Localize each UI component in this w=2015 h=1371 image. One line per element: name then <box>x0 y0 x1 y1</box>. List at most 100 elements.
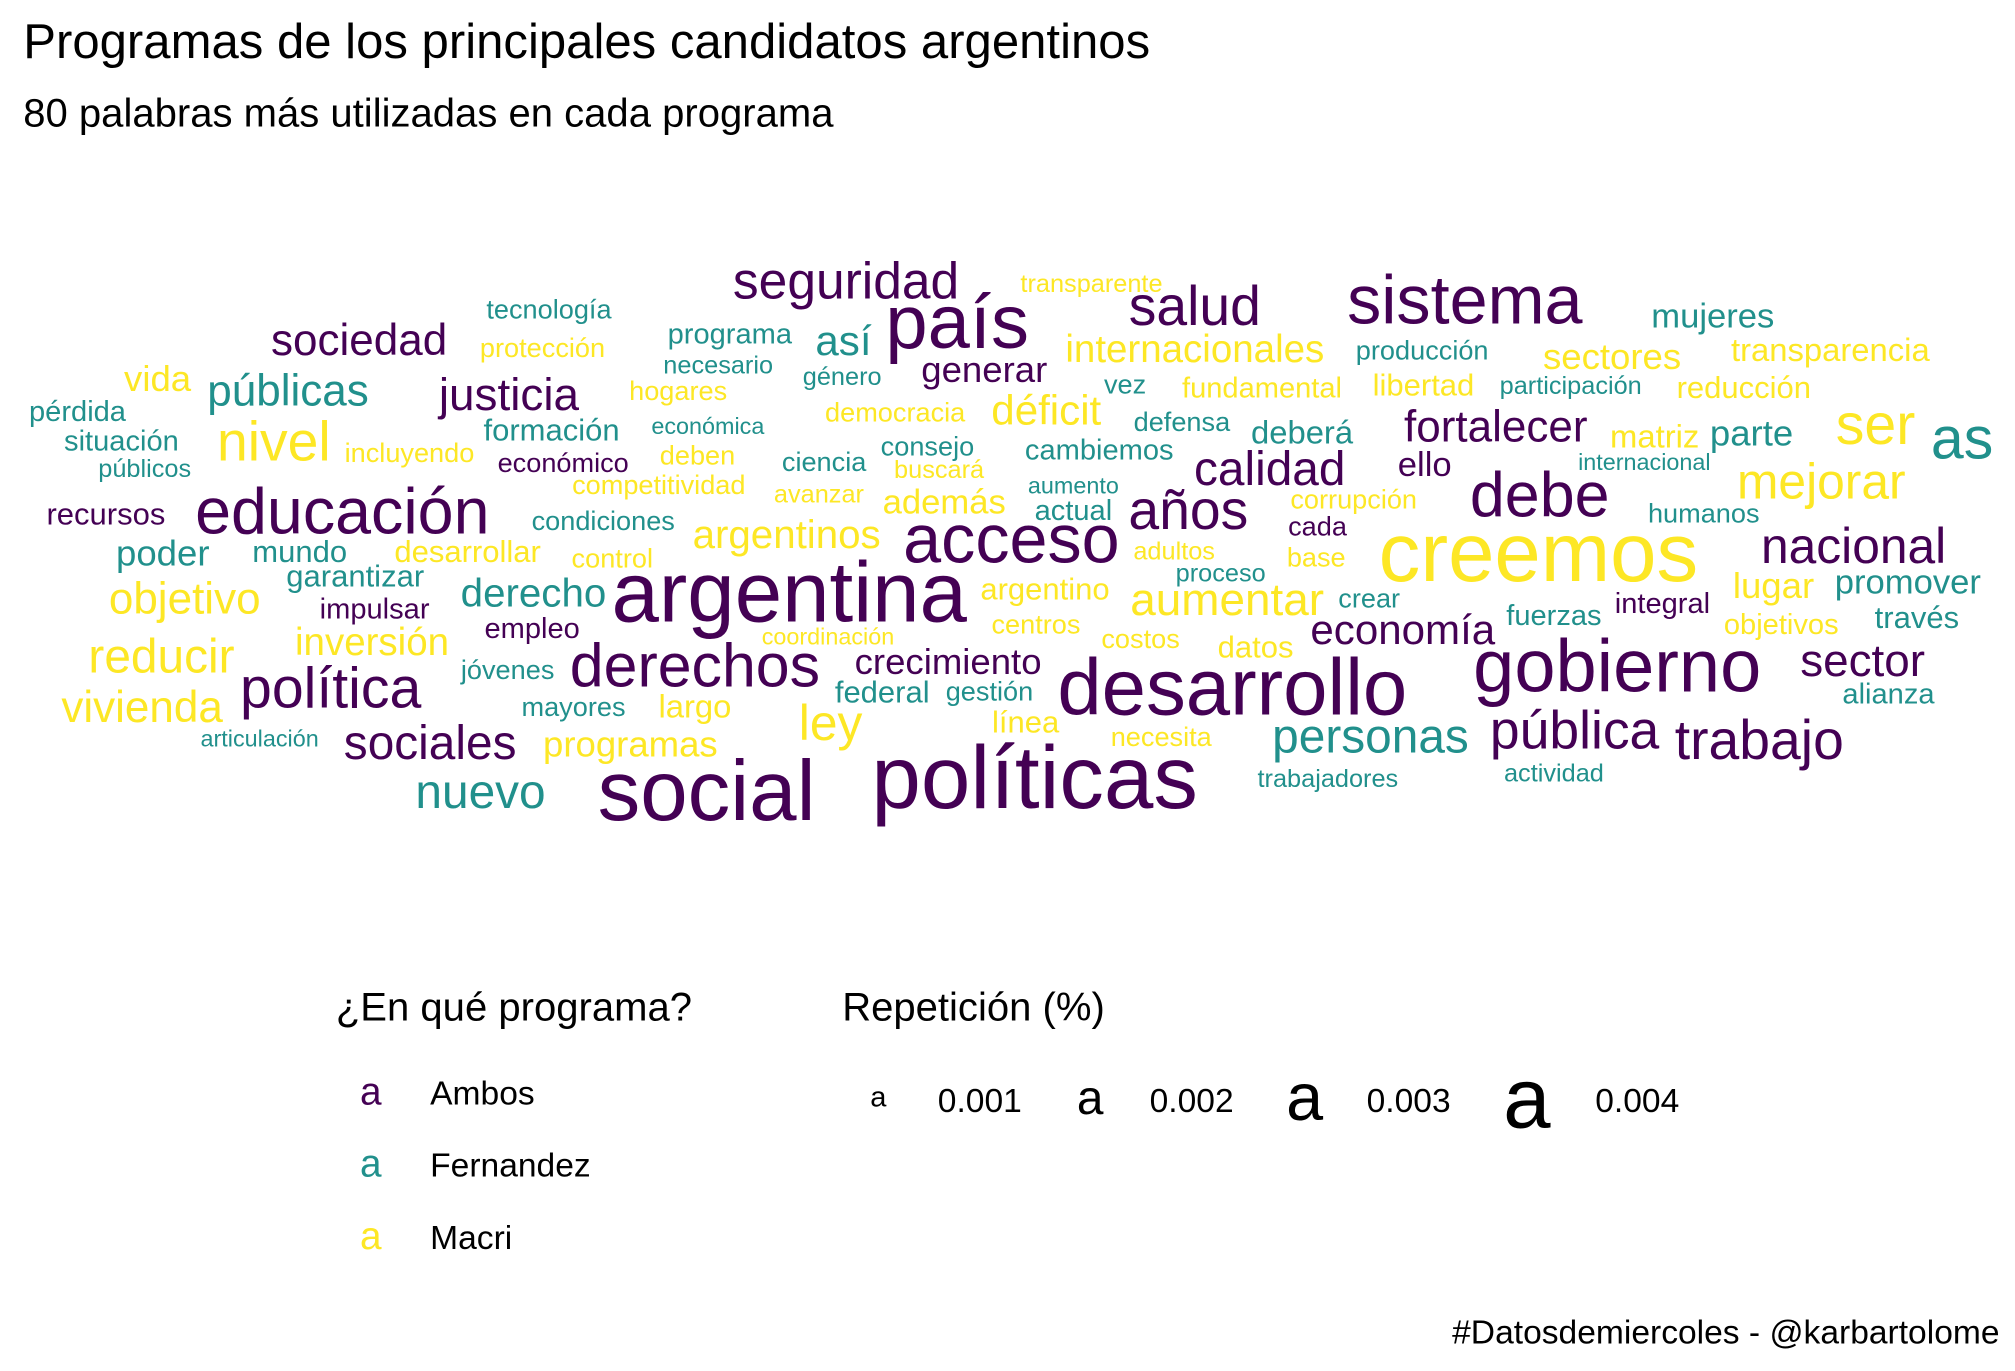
word-71: mundo <box>252 534 348 570</box>
word-107: federal <box>834 675 930 711</box>
word-123: políticas <box>871 727 1198 828</box>
word-72: desarrollar <box>394 534 541 570</box>
word-80: objetivo <box>108 574 261 624</box>
word-75: base <box>1286 543 1346 573</box>
word-35: parte <box>1709 411 1794 454</box>
word-0: seguridad <box>732 253 960 311</box>
word-81: impulsar <box>319 592 430 625</box>
word-119: personas <box>1272 709 1469 763</box>
word-37: as <box>1930 405 1994 472</box>
word-122: social <box>597 742 816 839</box>
word-82: derecho <box>460 570 607 616</box>
word-57: avanzar <box>773 480 864 510</box>
word-2: tecnología <box>486 295 612 325</box>
size-legend-key-1: a <box>1076 1071 1104 1125</box>
word-83: argentina <box>611 543 967 640</box>
word-85: aumentar <box>1130 573 1324 626</box>
word-121: actividad <box>1503 759 1604 789</box>
word-36: ser <box>1835 393 1916 458</box>
word-77: proceso <box>1175 559 1266 588</box>
word-48: económico <box>497 448 629 479</box>
word-70: poder <box>116 531 210 574</box>
size-legend-key-0: a <box>870 1080 887 1114</box>
word-33: fortalecer <box>1404 402 1588 453</box>
word-47: públicos <box>98 454 192 484</box>
word-88: través <box>1874 600 1960 636</box>
word-14: sectores <box>1542 335 1682 377</box>
word-78: lugar <box>1732 564 1815 606</box>
color-legend-title: ¿En qué programa? <box>335 984 692 1030</box>
word-12: internacionales <box>1065 328 1325 371</box>
word-116: sociales <box>343 716 517 770</box>
word-25: participación <box>1499 372 1642 401</box>
word-58: además <box>882 482 1006 522</box>
color-legend-label-1: Fernandez <box>430 1145 591 1185</box>
size-legend-label-0: 0.001 <box>937 1081 1022 1120</box>
word-cloud: seguridad transparente tecnología programa p… <box>29 253 1994 839</box>
word-124: trabajadores <box>1257 764 1399 794</box>
word-94: inversión <box>294 621 450 665</box>
word-21: generar <box>921 348 1048 390</box>
color-legend-label-2: Macri <box>430 1218 513 1257</box>
word-63: cada <box>1288 512 1347 542</box>
word-51: buscará <box>894 456 985 485</box>
word-32: deberá <box>1250 415 1354 452</box>
word-31: defensa <box>1133 407 1231 438</box>
word-68: creemos <box>1378 506 1699 600</box>
word-91: fuerzas <box>1506 599 1602 632</box>
word-84: argentino <box>980 572 1110 608</box>
word-8: sociedad <box>270 316 448 366</box>
word-54: competitividad <box>572 470 746 501</box>
word-16: vida <box>124 357 192 399</box>
word-79: promover <box>1834 562 1981 602</box>
word-26: reducción <box>1676 370 1812 406</box>
word-87: integral <box>1614 587 1711 620</box>
color-legend-key-2: a <box>359 1215 382 1259</box>
word-11: así <box>815 316 872 364</box>
word-28: económica <box>651 413 765 440</box>
size-legend-title: Repetición (%) <box>842 984 1105 1030</box>
word-110: mayores <box>521 692 626 723</box>
word-30: déficit <box>991 385 1102 434</box>
word-34: matriz <box>1610 418 1700 456</box>
word-41: formación <box>483 413 620 449</box>
word-62: años <box>1128 479 1249 542</box>
word-64: humanos <box>1647 499 1760 529</box>
word-118: necesita <box>1110 722 1212 753</box>
word-93: economía <box>1310 605 1496 654</box>
word-46: internacional <box>1578 449 1711 476</box>
word-74: adultos <box>1133 537 1215 567</box>
size-legend-label-2: 0.003 <box>1366 1081 1451 1120</box>
word-90: centros <box>991 610 1081 641</box>
word-125: nuevo <box>415 765 546 819</box>
word-49: deben <box>659 441 736 471</box>
size-legend-label-1: 0.002 <box>1149 1081 1234 1120</box>
word-15: transparencia <box>1730 332 1930 369</box>
color-legend-key-0: a <box>359 1070 382 1114</box>
word-22: vez <box>1103 370 1147 400</box>
word-67: acceso <box>903 501 1120 579</box>
word-45: ello <box>1397 445 1452 484</box>
size-legend-key-2: a <box>1286 1059 1324 1135</box>
word-92: objetivos <box>1723 608 1839 641</box>
word-111: largo <box>658 688 732 726</box>
word-10: necesario <box>663 351 774 381</box>
word-39: nivel <box>216 411 331 474</box>
word-43: cambiemos <box>1024 433 1174 466</box>
word-101: sector <box>1800 634 1926 687</box>
word-65: condiciones <box>531 506 675 537</box>
word-99: crecimiento <box>854 640 1042 682</box>
word-24: libertad <box>1372 368 1475 404</box>
word-112: ley <box>798 695 863 752</box>
chart-subtitle: 80 palabras más utilizadas en cada progr… <box>23 90 834 136</box>
word-100: gobierno <box>1473 625 1762 709</box>
chart-title: Programas de los principales candidatos … <box>23 15 1151 70</box>
word-50: ciencia <box>781 447 867 478</box>
word-105: política <box>240 657 422 721</box>
word-9: protección <box>479 333 606 364</box>
word-5: salud <box>1128 275 1261 338</box>
word-4: país <box>885 281 1029 366</box>
word-89: empleo <box>484 611 580 645</box>
word-117: programas <box>542 723 718 765</box>
